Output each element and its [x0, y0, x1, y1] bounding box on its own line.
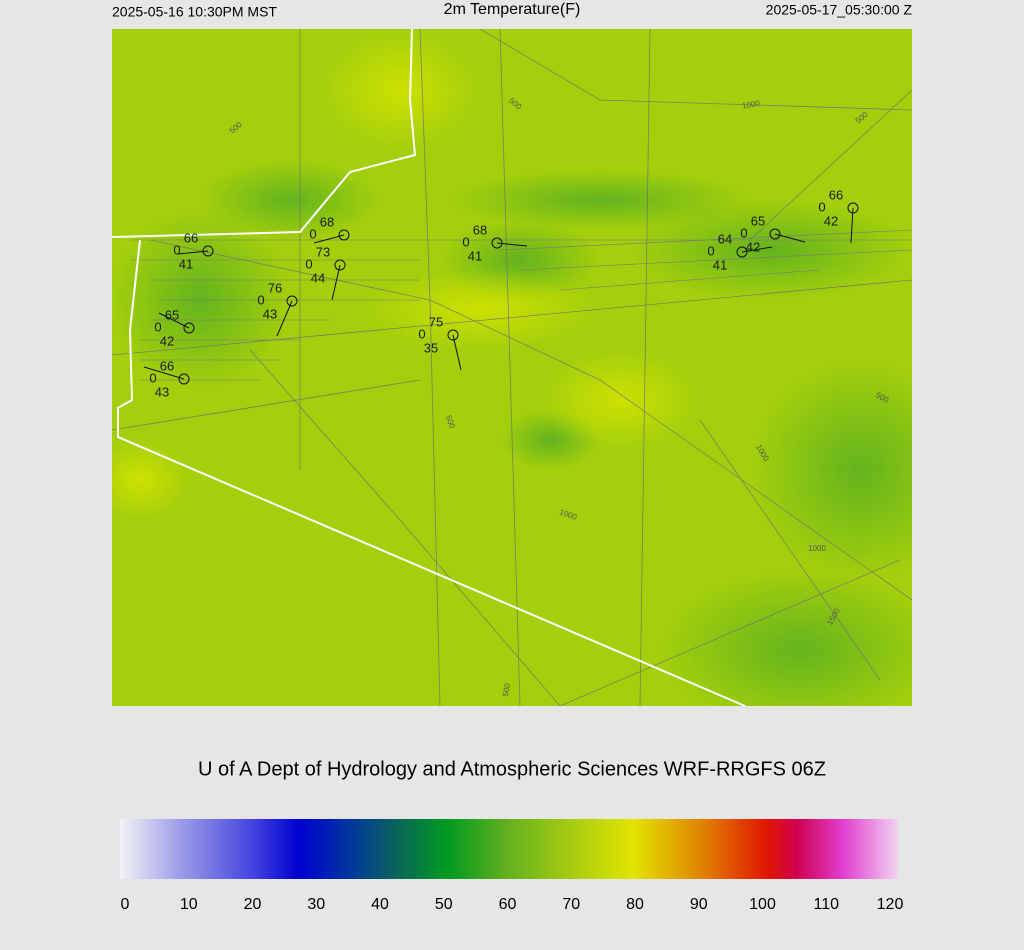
- temperature: 76: [268, 280, 282, 295]
- colorbar-tick-label: 10: [180, 896, 198, 913]
- temperature: 68: [320, 214, 334, 229]
- temperature: 65: [165, 307, 179, 322]
- colorbar-tick-label: 110: [813, 896, 839, 913]
- wind-barb: [276, 300, 293, 337]
- dewpoint: 41: [179, 256, 193, 271]
- wind-barb: [850, 207, 854, 244]
- temperature: 73: [316, 244, 330, 259]
- wind-barb: [452, 334, 462, 371]
- map: 6604168073044760436504266043750356804164…: [112, 29, 912, 706]
- station-marker: [736, 246, 748, 258]
- temperature: 68: [473, 222, 487, 237]
- station-marker: [447, 329, 459, 341]
- wind-speed: 0: [462, 234, 469, 249]
- wind-barb: [177, 250, 209, 255]
- temperature: 65: [751, 213, 765, 228]
- contour-label: 1000: [808, 544, 826, 553]
- valid-time-local: 2025-05-16 10:30PM MST: [112, 4, 277, 20]
- wind-barb: [496, 242, 528, 247]
- colorbar-tick-label: 60: [499, 896, 517, 913]
- wind-speed: 0: [740, 225, 747, 240]
- temperature: 75: [429, 314, 443, 329]
- dewpoint: 42: [824, 213, 838, 228]
- wind-speed: 0: [418, 326, 425, 341]
- temperature: 66: [829, 187, 843, 202]
- dewpoint: 43: [155, 384, 169, 399]
- temperature: 66: [160, 358, 174, 373]
- colorbar: [120, 819, 898, 879]
- wind-speed: 0: [707, 243, 714, 258]
- wind-speed: 0: [305, 256, 312, 271]
- wind-barb: [331, 264, 341, 301]
- station-marker: [286, 295, 298, 307]
- wind-barb: [313, 234, 345, 244]
- contour-label: 500: [501, 682, 512, 697]
- colorbar-tick-label: 30: [307, 896, 325, 913]
- colorbar-tick-label: 100: [749, 896, 776, 913]
- station-marker: [769, 228, 781, 240]
- station-marker: [178, 373, 190, 385]
- valid-time-utc: 2025-05-17_05:30:00 Z: [766, 2, 913, 18]
- wind-barb: [143, 366, 185, 380]
- credit: U of A Dept of Hydrology and Atmospheric…: [198, 758, 826, 780]
- wind-speed: 0: [818, 199, 825, 214]
- wind-speed: 0: [257, 292, 264, 307]
- colorbar-tick-label: 50: [435, 896, 453, 913]
- temperature: 66: [184, 230, 198, 245]
- colorbar-tick-label: 40: [371, 896, 389, 913]
- dewpoint: 35: [424, 340, 438, 355]
- dewpoint: 43: [263, 306, 277, 321]
- colorbar-tick-label: 80: [626, 896, 644, 913]
- temperature: 64: [718, 231, 732, 246]
- dewpoint: 41: [468, 248, 482, 263]
- dewpoint: 44: [311, 270, 325, 285]
- colorbar-tick-label: 0: [121, 896, 130, 913]
- colorbar-tick-label: 20: [244, 896, 262, 913]
- dewpoint: 41: [713, 257, 727, 272]
- contour-label: 500: [444, 414, 457, 430]
- colorbar-tick-label: 120: [877, 896, 904, 913]
- station-marker: [338, 229, 350, 241]
- station-marker: [183, 322, 195, 334]
- dewpoint: 42: [160, 333, 174, 348]
- map-title: 2m Temperature(F): [444, 1, 581, 18]
- wind-speed: 0: [149, 370, 156, 385]
- colorbar-tick-label: 90: [690, 896, 708, 913]
- colorbar-tick-label: 70: [562, 896, 580, 913]
- wind-speed: 0: [309, 226, 316, 241]
- wind-barb: [741, 246, 773, 253]
- wind-speed: 0: [154, 319, 161, 334]
- wind-speed: 0: [173, 242, 180, 257]
- dewpoint: 42: [746, 239, 760, 254]
- station-marker: [334, 259, 346, 271]
- wind-barb: [158, 312, 190, 329]
- contour-label: 1000: [741, 99, 761, 111]
- wind-barb: [774, 233, 806, 243]
